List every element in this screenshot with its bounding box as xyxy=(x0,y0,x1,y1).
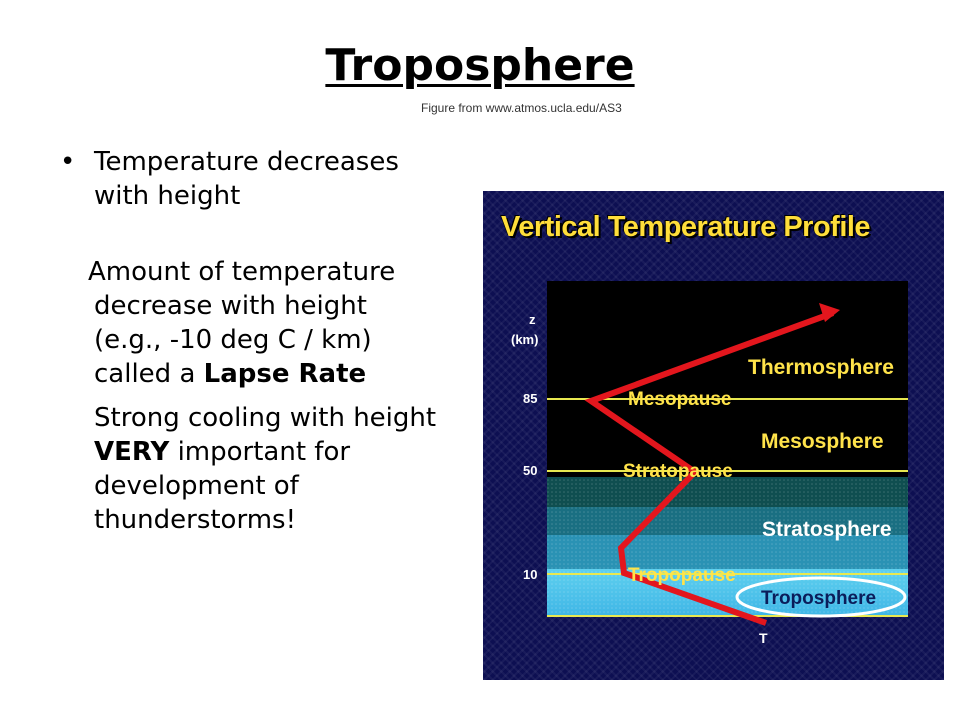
bullet-text: Temperature decreases with height xyxy=(94,147,399,211)
axis-unit-label: (km) xyxy=(511,332,538,347)
label-tropopause: Tropopause xyxy=(628,565,736,586)
cooling-text-start: Strong cooling with height xyxy=(94,403,437,433)
label-thermosphere: Thermosphere xyxy=(748,356,894,379)
tick-10: 10 xyxy=(523,567,537,582)
cooling-text-end: important for development of thunderstor… xyxy=(94,437,351,535)
profile-diagram: z (km) 85 50 10 T Thermosphere Mesopause… xyxy=(511,281,908,646)
bullet-marker: • xyxy=(60,147,76,177)
figure-title: Vertical Temperature Profile xyxy=(501,211,871,243)
slide-title: Troposphere xyxy=(325,40,635,91)
label-stratopause: Stratopause xyxy=(623,461,733,482)
band-texture xyxy=(547,477,908,616)
temperature-profile-line xyxy=(584,310,835,626)
figure-credit: Figure from www.atmos.ucla.edu/AS3 xyxy=(421,101,622,115)
lapse-rate-text: Amount of temperature decrease with heig… xyxy=(88,257,396,389)
cooling-paragraph: Strong cooling with height VERY importan… xyxy=(94,401,440,537)
slide-body: • Temperature decreases with height Amou… xyxy=(60,145,440,537)
profile-arrowhead xyxy=(819,303,840,322)
tick-85: 85 xyxy=(523,391,537,406)
label-mesosphere: Mesosphere xyxy=(761,430,884,453)
lapse-rate-paragraph: Amount of temperature decrease with heig… xyxy=(88,255,440,391)
upper-atmosphere-band xyxy=(547,281,908,477)
label-troposphere: Troposphere xyxy=(761,588,876,609)
temperature-profile-figure: z (km) 85 50 10 T Thermosphere Mesopause… xyxy=(483,191,944,680)
bullet-item: • Temperature decreases with height xyxy=(60,145,440,213)
label-stratosphere: Stratosphere xyxy=(762,518,892,541)
lapse-rate-term: Lapse Rate xyxy=(203,359,367,389)
cooling-emphasis: VERY xyxy=(94,437,170,467)
troposphere-highlight-ellipse xyxy=(735,576,907,618)
label-mesopause: Mesopause xyxy=(628,389,731,410)
tick-50: 50 xyxy=(523,463,537,478)
axis-z-label: z xyxy=(529,312,536,327)
axis-t-label: T xyxy=(759,630,768,646)
